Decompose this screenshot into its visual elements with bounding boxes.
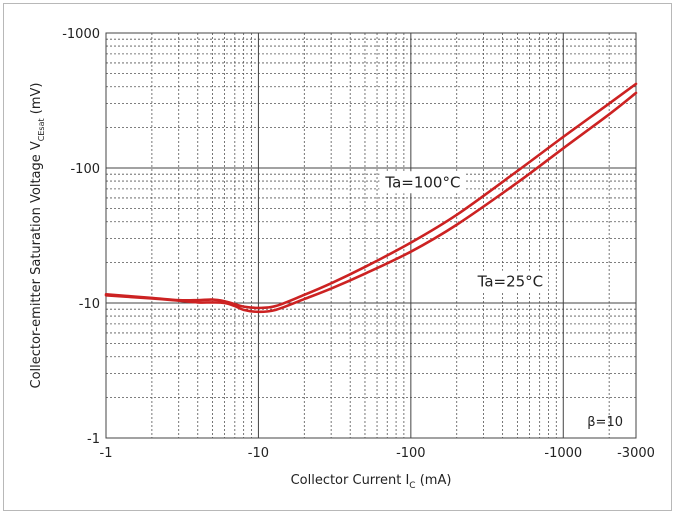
- chart-frame: [3, 3, 672, 511]
- annotation-ta-25c: Ta=25°C: [477, 273, 544, 291]
- x-axis-title: Collector Current IC (mA): [291, 473, 452, 491]
- grid-minor: [106, 33, 637, 438]
- x-tick-labels: -1 -10 -100 -1000 -3000: [100, 446, 655, 461]
- x-tick-label: -10: [248, 446, 269, 461]
- y-tick-label: -10: [79, 297, 100, 312]
- y-axis-title-main: Collector-emitter Saturation Voltage V: [29, 141, 44, 388]
- annotation-ta-100c: Ta=100°C: [384, 173, 460, 191]
- x-axis-title-main: Collector Current I: [291, 473, 410, 488]
- y-tick-label: -1000: [62, 27, 100, 42]
- x-axis-title-unit: (mA): [416, 473, 452, 488]
- series-line-ta-100c: [104, 82, 638, 310]
- x-tick-label: -1000: [544, 446, 582, 461]
- y-tick-label: -100: [70, 162, 100, 177]
- y-tick-labels: -1 -10 -100 -1000: [62, 27, 100, 447]
- plot-border: [105, 32, 637, 439]
- x-axis-title-sub: C: [409, 481, 415, 491]
- series-layer: [104, 82, 638, 314]
- annotation-background: [379, 171, 466, 194]
- y-axis-title-sub: CEsat: [37, 118, 46, 141]
- annotation-background: [471, 270, 549, 293]
- y-axis-title: Collector-emitter Saturation Voltage VCE…: [29, 83, 46, 389]
- y-tick-label: -1: [87, 432, 100, 447]
- beta-note: β=10: [587, 415, 623, 430]
- x-tick-label: -100: [396, 446, 426, 461]
- series-line-ta-25c: [104, 91, 638, 314]
- y-axis-title-unit: (mV): [29, 83, 44, 119]
- annotations: Ta=100°C Ta=25°C: [379, 171, 549, 293]
- x-tick-label: -1: [100, 446, 113, 461]
- x-tick-label: -3000: [617, 446, 655, 461]
